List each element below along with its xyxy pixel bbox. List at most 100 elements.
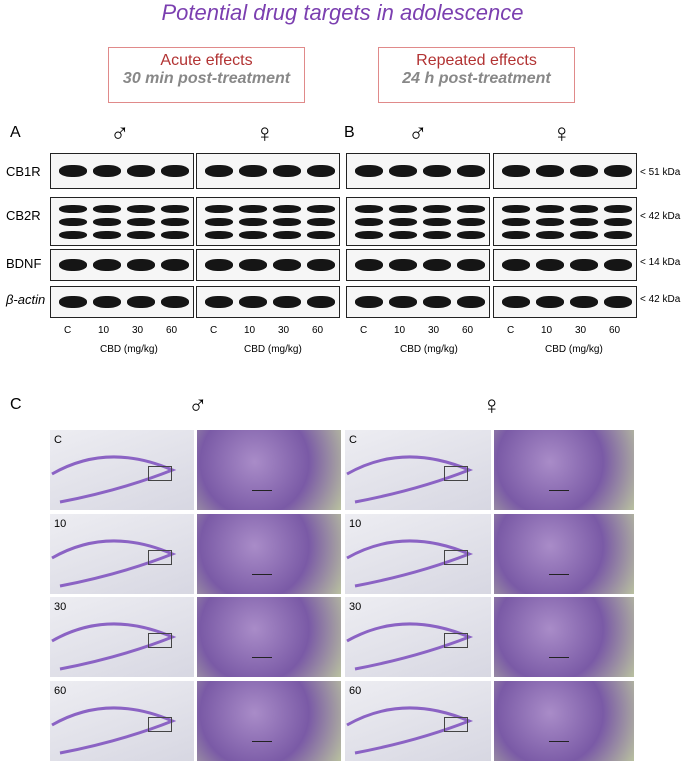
blot-band [239,218,267,226]
histology-zoom-image [197,681,341,761]
blot-band [161,218,189,226]
blot-strip [493,286,637,318]
blot-strip [493,197,637,246]
histology-image: 30 [345,597,491,677]
blot-band [161,296,189,308]
histology-dose-label: 30 [54,601,67,613]
blot-band [570,296,598,308]
dentate-gyrus-outline [51,622,177,671]
blot-band [205,218,233,226]
scale-bar [252,657,272,658]
blot-strip [196,153,340,189]
histology-zoom-image [197,514,341,594]
blot-band [273,218,301,226]
blot-band [423,165,451,177]
blot-band [423,205,451,213]
male-symbol: ♂ [110,118,130,148]
blot-band [273,231,301,239]
histology-dose-label: 10 [349,518,362,530]
dose-label: C [210,325,218,336]
blot-band [205,165,233,177]
blot-band [355,165,383,177]
blot-band [307,231,335,239]
blot-band [59,259,87,271]
histology-zoom-image [197,430,341,510]
blot-band [205,259,233,271]
blot-band [570,218,598,226]
blot-band [570,231,598,239]
scale-bar [252,490,272,491]
blot-strip [346,197,490,246]
region-of-interest-box [147,550,172,565]
kda-label: < 42 kDa [640,211,681,222]
blot-band [127,165,155,177]
blot-band [604,165,632,177]
row-label-bdnf: BDNF [6,256,42,271]
blot-band [127,259,155,271]
dose-label: 30 [278,325,290,336]
repeated-effects-title: Repeated effects [416,52,537,69]
dose-label: 60 [609,325,621,336]
blot-band [59,218,87,226]
blot-band [536,218,564,226]
blot-band [239,165,267,177]
dose-label: C [360,325,368,336]
blot-band [502,205,530,213]
dentate-gyrus-outline [346,539,474,588]
panel-c-label: C [10,396,22,413]
kda-label: < 51 kDa [640,167,681,178]
histology-zoom-image [494,681,634,761]
dose-label: 30 [428,325,440,336]
blot-strip [50,249,194,281]
blot-band [239,296,267,308]
x-axis-label: CBD (mg/kg) [545,344,603,355]
blot-band [457,231,485,239]
row-label-beta-actin: β-actin [6,292,46,307]
blot-strip [346,153,490,189]
histology-image: C [50,430,194,510]
panel-b-label: B [344,124,355,141]
blot-band [604,205,632,213]
region-of-interest-box [444,717,469,732]
blot-band [389,218,417,226]
blot-band [389,259,417,271]
blot-band [457,296,485,308]
region-of-interest-box [147,633,172,648]
blot-band [93,205,121,213]
region-of-interest-box [147,466,172,481]
kda-label: < 42 kDa [640,294,681,305]
blot-band [307,218,335,226]
histology-dose-label: 60 [349,685,362,697]
blot-band [502,231,530,239]
dentate-gyrus-outline [346,455,474,504]
blot-band [604,218,632,226]
scale-bar [252,741,272,742]
histology-zoom-image [494,514,634,594]
figure-title: Potential drug targets in adolescence [161,0,524,25]
blot-band [355,259,383,271]
blot-band [389,165,417,177]
blot-band [273,259,301,271]
blot-band [307,259,335,271]
blot-strip [50,197,194,246]
blot-band [93,296,121,308]
blot-band [570,205,598,213]
histology-zoom-image [494,430,634,510]
blot-band [239,231,267,239]
blot-band [273,205,301,213]
blot-band [423,231,451,239]
blot-band [93,218,121,226]
blot-band [502,218,530,226]
blot-strip [50,153,194,189]
blot-band [205,231,233,239]
blot-band [205,205,233,213]
blot-band [604,259,632,271]
histology-image: 60 [345,681,491,761]
histology-image: 60 [50,681,194,761]
dose-label: 10 [98,325,110,336]
region-of-interest-box [444,466,469,481]
blot-band [307,205,335,213]
region-of-interest-box [444,633,469,648]
female-symbol: ♀ [552,118,572,148]
female-symbol: ♀ [482,390,502,420]
